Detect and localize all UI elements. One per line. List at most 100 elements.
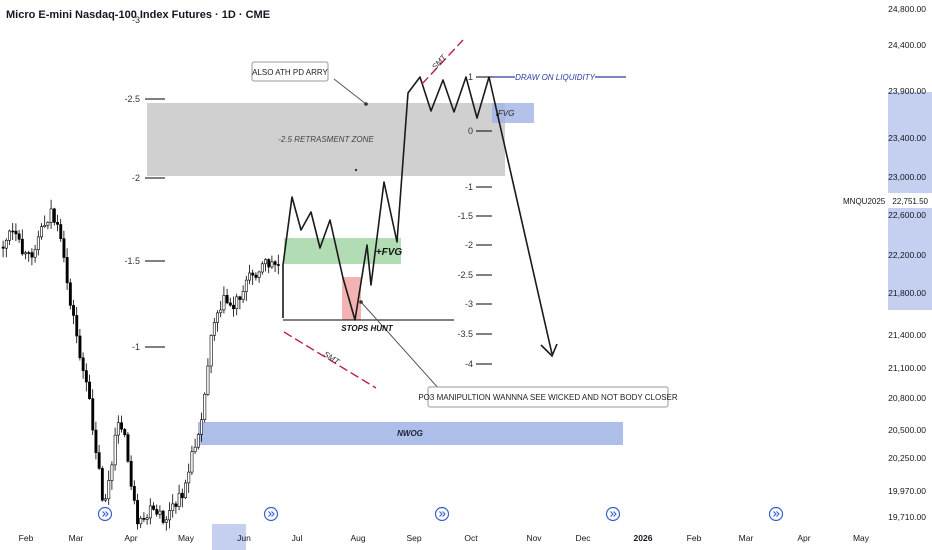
candle-body bbox=[148, 505, 152, 519]
candle-body bbox=[184, 482, 187, 498]
time-tick-label: Feb bbox=[687, 533, 702, 543]
price-tick-label: 23,900.00 bbox=[888, 86, 926, 96]
projected-path[interactable] bbox=[282, 76, 553, 355]
candle-body bbox=[52, 208, 56, 223]
ath-callout-box[interactable] bbox=[251, 61, 329, 82]
fib-label-right: -3.5 bbox=[457, 329, 473, 339]
fib-label-right: -1.5 bbox=[457, 211, 473, 221]
fib-label-right: -2.5 bbox=[457, 270, 473, 280]
candle-body bbox=[116, 422, 120, 436]
nwog-label: NWOG bbox=[397, 429, 423, 438]
ifvg-label: IFVG bbox=[496, 109, 515, 118]
candle-body bbox=[174, 503, 178, 507]
retracement-zone bbox=[147, 103, 505, 176]
event-icon[interactable] bbox=[768, 506, 784, 522]
po3-connector bbox=[360, 301, 441, 391]
smt-bottom-label: SMT bbox=[322, 350, 342, 367]
candle-body bbox=[219, 309, 223, 314]
candle-body bbox=[155, 509, 159, 515]
price-tick-label: 24,400.00 bbox=[888, 40, 926, 50]
candle-body bbox=[17, 233, 21, 240]
candle-body bbox=[75, 315, 79, 337]
candle-body bbox=[200, 419, 203, 435]
fib-label-right: -4 bbox=[465, 359, 473, 369]
price-tick-label: 23,000.00 bbox=[888, 172, 926, 182]
time-axis-labels[interactable]: Feb Mar Apr May Jun Jul Aug Sep Oct Nov Dec 2026 Feb… bbox=[19, 533, 870, 543]
candle-body bbox=[113, 434, 117, 466]
candlestick-series bbox=[1, 199, 280, 531]
candle-body bbox=[238, 296, 242, 300]
candle-body bbox=[254, 274, 258, 278]
candle-body bbox=[228, 302, 232, 306]
candle-body bbox=[244, 279, 248, 292]
candle-body bbox=[88, 381, 92, 400]
candle-body bbox=[46, 222, 50, 226]
candle-body bbox=[180, 492, 184, 499]
event-icon[interactable] bbox=[97, 506, 113, 522]
candle-body bbox=[145, 517, 149, 520]
price-axis-labels[interactable]: 24,800.00 24,400.00 23,900.00 23,400.00 23,0… bbox=[888, 4, 926, 522]
stops-hunt-label: STOPS HUNT bbox=[341, 324, 394, 333]
symbol-tag: MNQU2025 bbox=[843, 197, 886, 206]
ath-callout-text: ALSO ATH PD ARRY bbox=[252, 68, 328, 77]
time-tick-label: Oct bbox=[464, 533, 478, 543]
price-tick-label: 23,400.00 bbox=[888, 133, 926, 143]
candle-body bbox=[206, 365, 210, 395]
event-icon[interactable] bbox=[605, 506, 621, 522]
time-tick-label: May bbox=[178, 533, 195, 543]
candle-body bbox=[161, 510, 165, 523]
candle-body bbox=[222, 294, 226, 311]
time-tick-label: Aug bbox=[350, 533, 365, 543]
fib-label-left: -3 bbox=[132, 15, 140, 25]
draw-label-bg bbox=[515, 70, 595, 84]
price-tick-label: 20,500.00 bbox=[888, 425, 926, 435]
candle-body bbox=[1, 246, 5, 249]
candle-body bbox=[216, 312, 219, 323]
smt-bottom-line[interactable] bbox=[283, 331, 377, 389]
candle-body bbox=[190, 451, 194, 473]
candle-body bbox=[187, 471, 191, 484]
candle-body bbox=[126, 434, 130, 462]
fib-label-left: -1 bbox=[132, 342, 140, 352]
candle-body bbox=[107, 480, 111, 500]
fib-label-right: -2 bbox=[465, 240, 473, 250]
candle-body bbox=[248, 272, 251, 281]
ath-connector bbox=[333, 78, 367, 105]
candle-body bbox=[251, 272, 255, 276]
event-icon[interactable] bbox=[434, 506, 450, 522]
time-tick-label: Feb bbox=[19, 533, 34, 543]
candle-body bbox=[59, 224, 63, 239]
time-tick-label: Apr bbox=[124, 533, 137, 543]
candle-body bbox=[110, 464, 114, 481]
po3-callout-box[interactable] bbox=[427, 386, 669, 408]
smt-top-line[interactable] bbox=[421, 39, 464, 85]
price-tick-label: 20,800.00 bbox=[888, 393, 926, 403]
projection-arrowhead bbox=[540, 343, 558, 358]
candle-body bbox=[232, 304, 235, 310]
candle-body bbox=[27, 252, 31, 254]
candle-body bbox=[273, 261, 277, 265]
candle-body bbox=[136, 500, 139, 525]
price-tick-label: 21,400.00 bbox=[888, 330, 926, 340]
po3-callout-text: PO3 MANIPULTION WANNNA SEE WICKED AND NO… bbox=[418, 393, 678, 402]
candle-body bbox=[97, 452, 101, 469]
smt-top-label: SMT bbox=[430, 52, 449, 71]
event-icons[interactable] bbox=[97, 506, 784, 522]
candle-body bbox=[68, 282, 72, 306]
time-tick-label: Mar bbox=[69, 533, 84, 543]
candle-body bbox=[8, 230, 11, 241]
event-icon[interactable] bbox=[263, 506, 279, 522]
price-tick-label: 21,100.00 bbox=[888, 363, 926, 373]
candle-body bbox=[100, 468, 104, 501]
time-tick-label: Dec bbox=[575, 533, 591, 543]
candle-body bbox=[65, 257, 69, 284]
ifvg-zone bbox=[492, 103, 534, 123]
candle-body bbox=[78, 335, 82, 359]
candle-body bbox=[257, 271, 261, 278]
candle-body bbox=[30, 252, 34, 258]
candle-body bbox=[276, 264, 280, 266]
time-tick-label: Apr bbox=[797, 533, 810, 543]
candle-body bbox=[212, 322, 216, 336]
candle-body bbox=[62, 238, 66, 258]
